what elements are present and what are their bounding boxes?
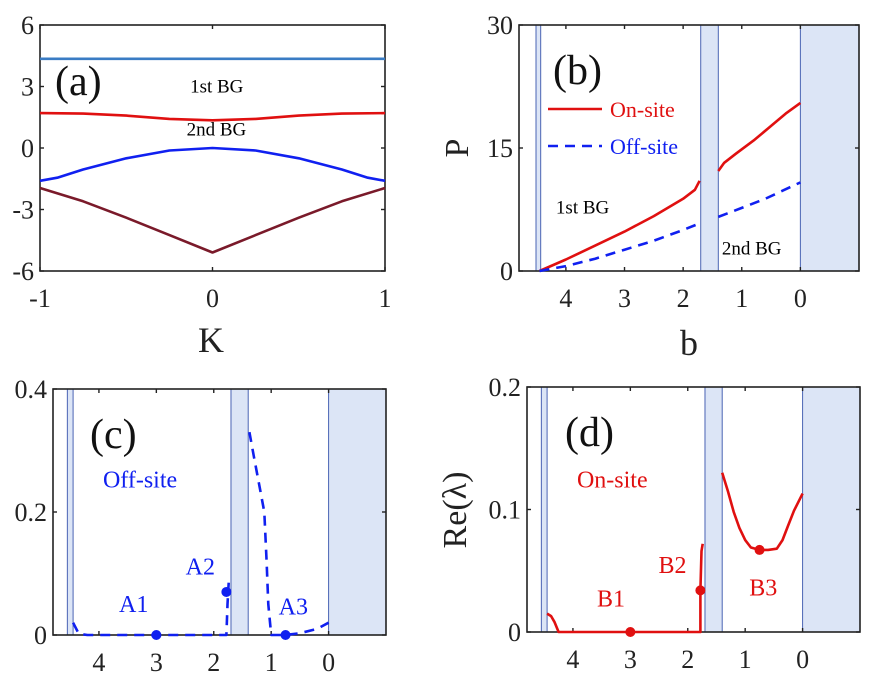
- point-b1: [625, 627, 636, 637]
- y-tick-label: 0.1: [489, 496, 522, 525]
- annotation: 1st BG: [190, 77, 244, 98]
- y-tick-label: 3: [21, 73, 34, 102]
- y-tick-label: 0.2: [15, 498, 48, 527]
- x-tick-label: 3: [624, 645, 637, 674]
- x-tick-label: 1: [735, 284, 748, 313]
- point-b2: [695, 585, 706, 596]
- annotation: On-site: [577, 467, 648, 493]
- bandgap-band: [704, 386, 723, 633]
- y-tick-label: -3: [12, 196, 34, 225]
- series-line-off-site: [717, 181, 801, 219]
- bandgap-band: [799, 24, 860, 272]
- series-line: [39, 111, 386, 122]
- panel-label: (c): [90, 412, 137, 458]
- annotation: A3: [279, 595, 308, 621]
- bandgap-band: [540, 386, 548, 633]
- series-line-on-site: [538, 180, 701, 273]
- x-tick-label: 1: [379, 284, 392, 313]
- series-line: [720, 472, 804, 552]
- x-tick-label: 2: [681, 645, 694, 674]
- series-line: [39, 186, 386, 254]
- annotation: 1st BG: [556, 198, 610, 219]
- panel-a: -1 0 1 -6 -3 0 3 6 1st BG 2nd BG (a) K: [12, 11, 391, 360]
- legend-label: Off-site: [610, 134, 678, 159]
- bandgap-band: [700, 24, 719, 272]
- series-line: [39, 146, 386, 183]
- y-tick-label: 0: [21, 134, 34, 163]
- x-tick-label: 3: [150, 648, 163, 677]
- annotation: 2nd BG: [722, 239, 782, 260]
- x-tick-label: 4: [559, 284, 572, 313]
- y-tick-label: 0: [500, 257, 513, 286]
- y-tick-label: 6: [21, 11, 34, 40]
- x-tick-label: 2: [677, 284, 690, 313]
- point-b3: [754, 544, 765, 555]
- y-axis-label: Re(λ): [437, 472, 474, 549]
- legend: On-site Off-site: [548, 97, 678, 159]
- bandgap-band: [535, 24, 542, 272]
- x-tick-label: 0: [796, 645, 809, 674]
- y-tick-label: 0: [508, 618, 521, 647]
- annotation: B3: [749, 575, 777, 601]
- series-line-on-site: [717, 101, 802, 172]
- bandgap-band: [802, 386, 861, 633]
- y-tick-label: -6: [12, 257, 34, 286]
- x-tick-label: 0: [322, 648, 335, 677]
- y-axis-label: P: [439, 139, 476, 158]
- annotation: A1: [119, 592, 148, 618]
- y-tick-label: 30: [487, 11, 513, 40]
- x-tick-label: 4: [92, 648, 105, 677]
- y-tick-label: 0.4: [15, 375, 48, 404]
- panel-d: 4 3 2 1 0 0 0.1 0.2 On-site B1 B2 B3 (d) Re(λ): [437, 373, 861, 674]
- panel-c: 4 3 2 1 0 0 0.2 0.4 Off-site A1 A2 A3 (c): [15, 375, 387, 677]
- bandgap-band: [66, 388, 74, 636]
- series-line-off-site: [539, 222, 701, 273]
- bandgap-band: [230, 388, 249, 636]
- y-tick-label: 15: [487, 134, 513, 163]
- series-line: [71, 582, 230, 637]
- x-tick-label: 3: [618, 284, 631, 313]
- annotation: B2: [658, 553, 686, 579]
- x-tick-label: 1: [265, 648, 278, 677]
- x-tick-label: 0: [206, 284, 219, 313]
- series-line: [546, 543, 704, 634]
- point-a2: [221, 586, 232, 597]
- panel-b: 4 3 2 1 0 0 15 30 1st BG 2nd BG (b) b P On-site Off-si…: [439, 11, 860, 363]
- panel-label: (a): [55, 59, 102, 105]
- panel-label: (b): [553, 48, 602, 94]
- x-tick-label: 4: [566, 645, 579, 674]
- x-tick-label: 1: [739, 645, 752, 674]
- annotation: B1: [597, 586, 625, 612]
- x-tick-label: 2: [207, 648, 220, 677]
- series-line: [248, 431, 330, 637]
- y-tick-label: 0: [34, 621, 47, 650]
- legend-label: On-site: [610, 97, 675, 122]
- annotation: 2nd BG: [187, 120, 247, 141]
- point-a3: [280, 630, 291, 640]
- x-axis-label: K: [198, 320, 224, 360]
- y-tick-label: 0.2: [489, 373, 522, 402]
- bandgap-band: [328, 388, 387, 636]
- x-tick-label: -1: [29, 284, 51, 313]
- annotation: A2: [186, 555, 215, 581]
- x-tick-label: 0: [794, 284, 807, 313]
- point-a1: [151, 630, 162, 640]
- annotation: Off-site: [103, 467, 177, 493]
- panel-label: (d): [565, 410, 614, 456]
- x-axis-label: b: [680, 323, 698, 363]
